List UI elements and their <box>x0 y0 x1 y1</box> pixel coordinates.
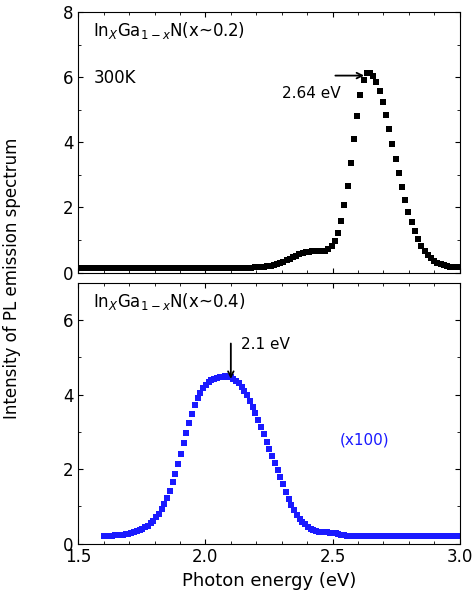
Text: In$_X$Ga$_{1-x}$N(x~0.2): In$_X$Ga$_{1-x}$N(x~0.2) <box>93 20 245 41</box>
Text: In$_X$Ga$_{1-x}$N(x~0.4): In$_X$Ga$_{1-x}$N(x~0.4) <box>93 291 246 312</box>
Text: 2.64 eV: 2.64 eV <box>282 86 340 101</box>
Text: Intensity of PL emission spectrum: Intensity of PL emission spectrum <box>3 137 21 419</box>
Text: (x100): (x100) <box>339 432 389 448</box>
Text: 300K: 300K <box>93 69 136 88</box>
X-axis label: Photon energy (eV): Photon energy (eV) <box>182 572 356 590</box>
Text: 2.1 eV: 2.1 eV <box>241 337 290 352</box>
